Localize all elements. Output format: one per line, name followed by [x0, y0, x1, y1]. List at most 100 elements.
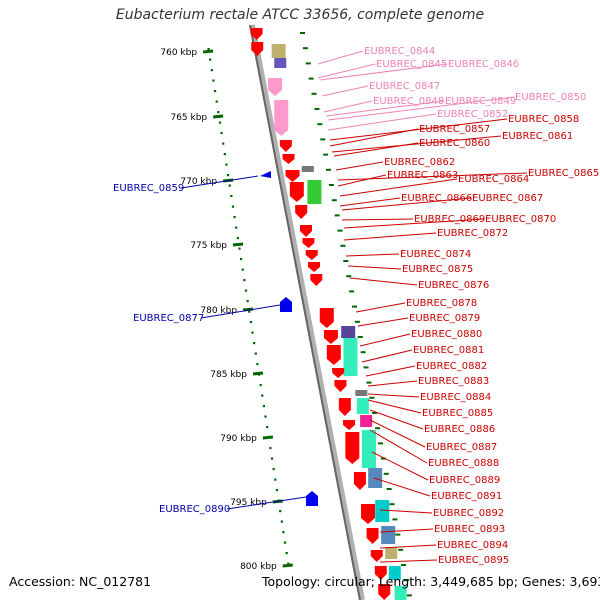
- scale-dot: [225, 163, 228, 166]
- scale-dot: [282, 531, 285, 534]
- gene-label: EUBREC_0872: [437, 228, 508, 239]
- gene-feature: [381, 526, 396, 544]
- genome-backbone: [249, 24, 365, 600]
- leader-line: [331, 135, 502, 153]
- scale-dot: [266, 426, 269, 429]
- scale-dot: [272, 468, 275, 471]
- gene-label: EUBREC_0882: [416, 361, 487, 372]
- gene-label: EUBREC_0890: [159, 504, 230, 515]
- scale-dot-inner: [343, 260, 349, 262]
- gene-feature: [268, 78, 283, 96]
- gene-label: EUBREC_0889: [429, 475, 500, 486]
- gene-label: EUBREC_0870: [485, 214, 556, 225]
- scale-tick-label: 770 kbp: [180, 177, 217, 187]
- gene-label: EUBREC_0848: [373, 96, 444, 107]
- scale-dot-inner: [308, 77, 314, 80]
- gene-feature: [385, 547, 398, 559]
- scale-dot-inner: [351, 305, 357, 308]
- gene-feature: [361, 430, 376, 468]
- leader-line: [180, 175, 259, 189]
- scale-dot-inner: [311, 92, 317, 95]
- scale-dot: [215, 100, 218, 103]
- gene-feature: [302, 238, 315, 248]
- scale-tick-label: 795 kbp: [230, 498, 267, 508]
- leader-line: [373, 477, 431, 497]
- gene-label: EUBREC_0850: [515, 92, 586, 103]
- leader-line: [365, 365, 416, 377]
- gene-feature: [378, 584, 391, 600]
- scale-dot-inner: [377, 442, 383, 445]
- scale-dot-inner: [403, 579, 409, 582]
- scale-dot: [254, 352, 257, 355]
- scale-dot: [213, 90, 217, 93]
- scale-dot: [251, 331, 254, 334]
- leader-line: [329, 128, 419, 147]
- scale-dot-inner: [317, 123, 323, 126]
- scale-dot: [287, 562, 290, 565]
- scale-dot-inner: [380, 457, 386, 460]
- gene-feature: [343, 420, 356, 430]
- reverse-gene-marker: [280, 297, 292, 312]
- leader-line: [361, 349, 413, 363]
- scale-tick-label: 775 kbp: [190, 241, 227, 251]
- leader-line: [367, 380, 418, 387]
- leader-line: [329, 118, 508, 141]
- gene-feature: [301, 166, 314, 172]
- reverse-gene-marker: [306, 491, 318, 506]
- scale-dot: [279, 510, 282, 513]
- gene-feature: [361, 504, 376, 524]
- gene-label: EUBREC_0861: [502, 131, 573, 142]
- gene-feature: [282, 154, 295, 164]
- scale-tick: [213, 114, 224, 119]
- leader-line: [379, 509, 433, 514]
- scale-dot-inner: [401, 564, 407, 566]
- leader-line: [343, 232, 437, 241]
- leader-line: [327, 113, 437, 131]
- gene-label: EUBREC_0887: [426, 442, 497, 453]
- scale-tick-label: 765 kbp: [170, 113, 207, 123]
- scale-dot-inner: [300, 32, 305, 34]
- genome-backbone-edge: [249, 24, 361, 600]
- scale-dot: [217, 111, 220, 114]
- scale-dot-inner: [320, 138, 326, 141]
- gene-label: EUBREC_0877: [133, 313, 204, 324]
- scale-dot: [274, 478, 277, 481]
- leader-line: [369, 409, 424, 430]
- gene-label: EUBREC_0879: [409, 313, 480, 324]
- leader-line: [343, 218, 485, 229]
- scale-dot-inner: [369, 396, 375, 399]
- scale-dot: [262, 405, 265, 408]
- scale-dot: [209, 58, 212, 61]
- leader-line: [349, 277, 418, 286]
- scale-dot-inner: [314, 108, 320, 110]
- reverse-gene-marker: [260, 171, 271, 178]
- gene-feature: [343, 338, 358, 376]
- scale-tick: [232, 242, 244, 247]
- scale-dot-inner: [340, 244, 346, 247]
- scale-dot-inner: [305, 62, 311, 65]
- scale-tick: [242, 307, 254, 312]
- scale-dot-inner: [328, 184, 334, 186]
- scale-dot: [236, 237, 239, 240]
- gene-feature: [355, 390, 368, 396]
- gene-feature: [388, 566, 401, 580]
- gene-feature: [345, 432, 360, 464]
- leader-line: [341, 218, 414, 221]
- scale-dot: [235, 226, 238, 229]
- scale-dot: [244, 289, 248, 292]
- scale-dot: [241, 268, 244, 271]
- scale-dot-inner: [406, 594, 412, 597]
- scale-dot-inner: [386, 488, 392, 490]
- gene-feature: [374, 566, 387, 580]
- scale-dot: [253, 342, 256, 345]
- scale-dot: [261, 394, 264, 397]
- gene-label: EUBREC_0852: [437, 109, 508, 120]
- scale-dot-inner: [392, 518, 398, 521]
- scale-tick: [202, 49, 214, 54]
- leader-line: [321, 85, 369, 97]
- scale-dot: [212, 79, 215, 82]
- gene-label: EUBREC_0846: [448, 59, 519, 70]
- gene-label: EUBREC_0875: [402, 264, 473, 275]
- scale-dot: [264, 415, 267, 418]
- gene-label: EUBREC_0860: [419, 138, 490, 149]
